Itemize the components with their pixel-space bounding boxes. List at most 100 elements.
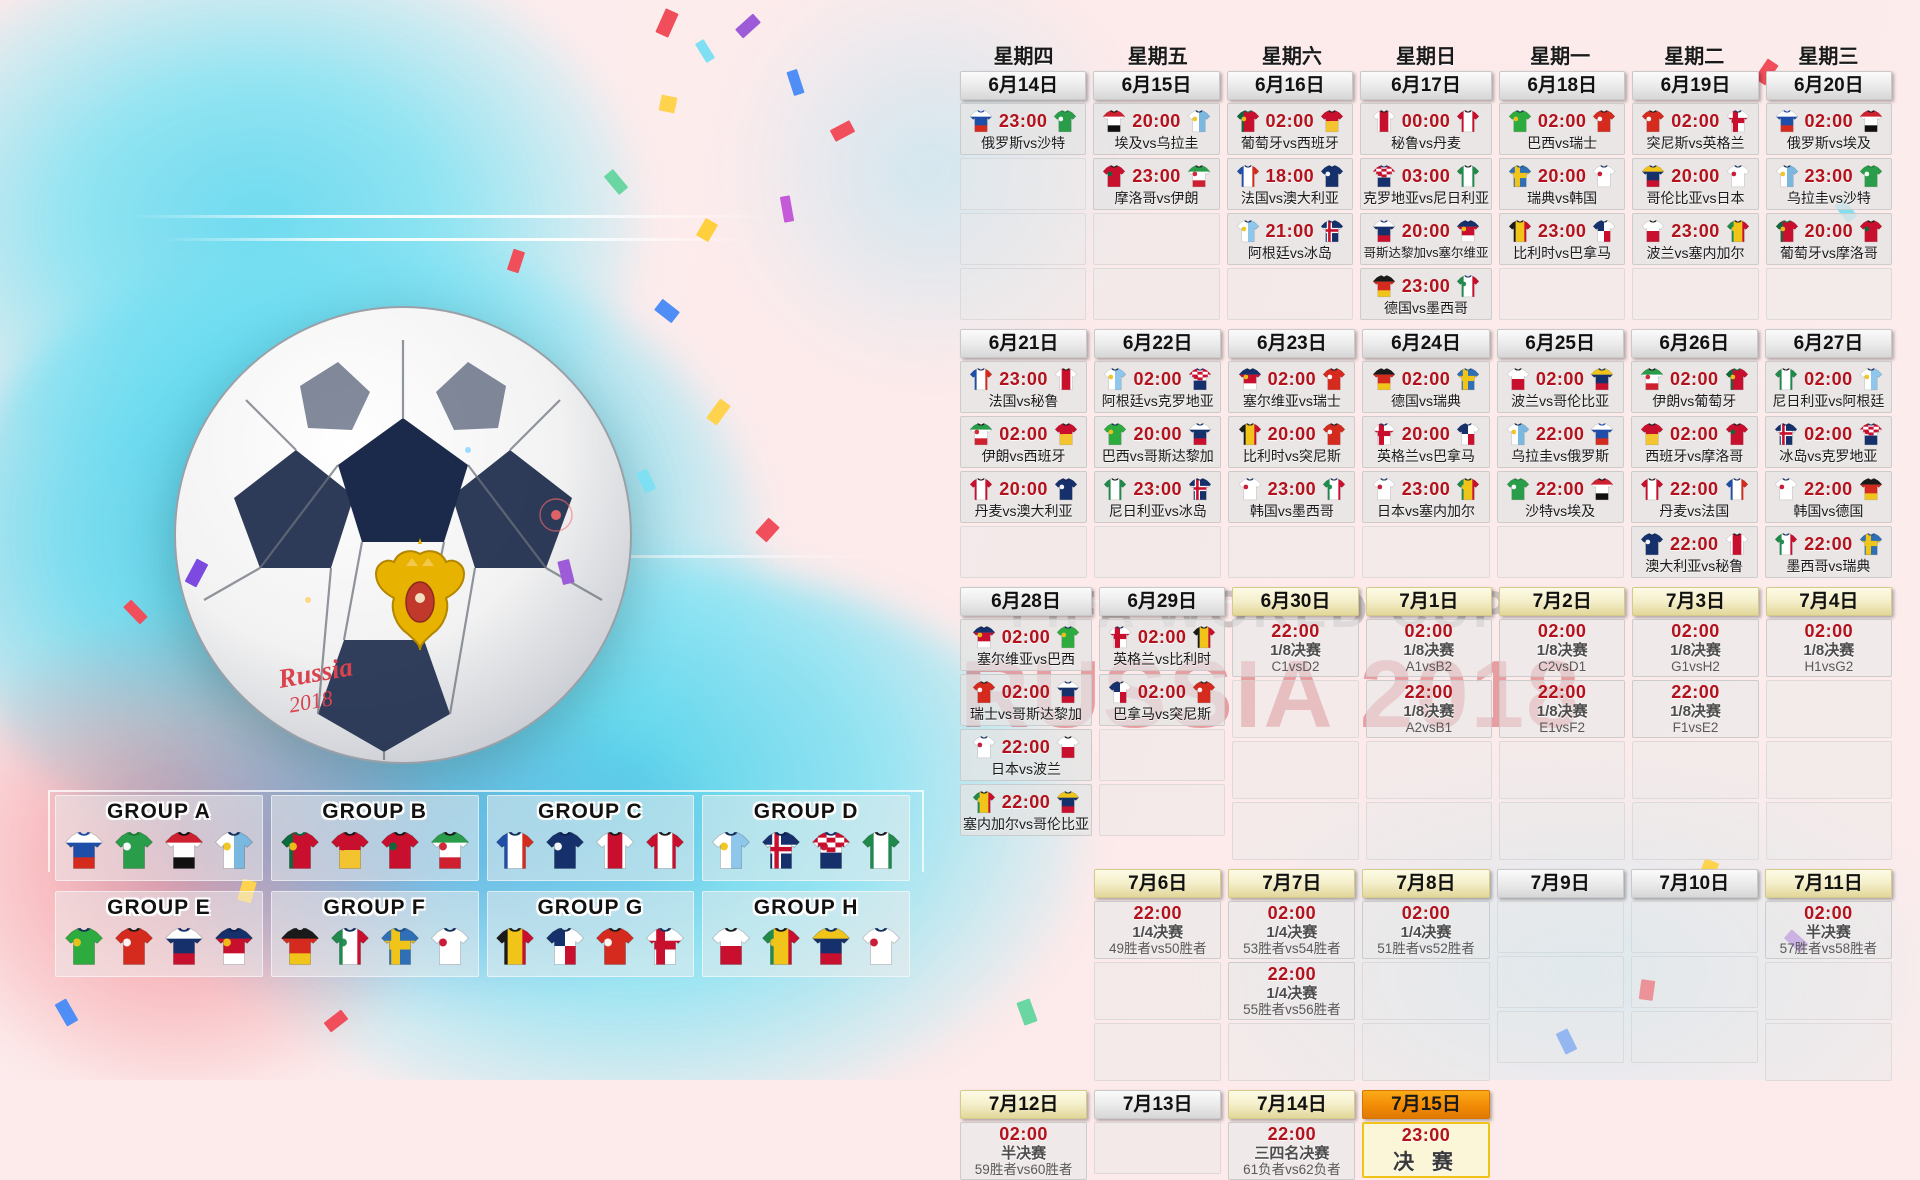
date-header[interactable]: 6月26日 bbox=[1630, 329, 1758, 358]
knockout-match-cell[interactable]: 22:00 1/8决赛 E1vsF2 bbox=[1499, 680, 1626, 738]
knockout-match-cell[interactable]: 22:00 1/8决赛 A2vsB1 bbox=[1365, 680, 1492, 738]
group-match-cell[interactable]: 20:00 葡萄牙vs摩洛哥 bbox=[1765, 213, 1892, 265]
group-match-cell[interactable]: 02:00 伊朗vs葡萄牙 bbox=[1630, 361, 1758, 413]
group-match-cell[interactable]: 21:00 阿根廷vs冰岛 bbox=[1226, 213, 1353, 265]
group-match-cell[interactable]: 23:00 韩国vs墨西哥 bbox=[1228, 471, 1356, 523]
group-box-group-h[interactable]: GROUP H bbox=[702, 891, 910, 977]
group-match-cell[interactable]: 23:00 波兰vs塞内加尔 bbox=[1632, 213, 1759, 265]
group-match-cell[interactable]: 02:00 伊朗vs西班牙 bbox=[960, 416, 1088, 468]
group-box-group-e[interactable]: GROUP E bbox=[55, 891, 263, 977]
knockout-match-cell[interactable]: 22:00 三四名决赛 61负者vs62负者 bbox=[1228, 1122, 1356, 1180]
date-header[interactable]: 7月12日 bbox=[960, 1090, 1088, 1119]
date-header[interactable]: 6月18日 bbox=[1499, 71, 1626, 100]
group-match-cell[interactable]: 22:00 塞内加尔vs哥伦比亚 bbox=[960, 784, 1092, 836]
group-match-cell[interactable]: 02:00 尼日利亚vs阿根廷 bbox=[1764, 361, 1892, 413]
date-header[interactable]: 6月21日 bbox=[960, 329, 1088, 358]
group-match-cell[interactable]: 02:00 波兰vs哥伦比亚 bbox=[1496, 361, 1624, 413]
group-match-cell[interactable]: 23:00 俄罗斯vs沙特 bbox=[960, 103, 1087, 155]
date-header[interactable]: 6月16日 bbox=[1226, 71, 1353, 100]
date-header[interactable]: 7月15日 bbox=[1362, 1090, 1490, 1119]
date-header[interactable]: 6月14日 bbox=[960, 71, 1087, 100]
date-header[interactable]: 6月29日 bbox=[1099, 587, 1226, 616]
group-box-group-g[interactable]: GROUP G bbox=[486, 891, 695, 977]
knockout-match-cell[interactable]: 02:00 1/8决赛 A1vsB2 bbox=[1365, 619, 1492, 677]
group-match-cell[interactable]: 02:00 塞尔维亚vs巴西 bbox=[960, 619, 1092, 671]
group-box-group-c[interactable]: GROUP C bbox=[486, 795, 695, 881]
knockout-match-cell[interactable]: 02:00 半决赛 57胜者vs58胜者 bbox=[1764, 901, 1892, 959]
group-box-group-d[interactable]: GROUP D bbox=[702, 795, 910, 881]
group-match-cell[interactable]: 23:00 摩洛哥vs伊朗 bbox=[1093, 158, 1220, 210]
group-match-cell[interactable]: 02:00 巴西vs瑞士 bbox=[1499, 103, 1626, 155]
group-box-group-f[interactable]: GROUP F bbox=[270, 891, 479, 977]
group-match-cell[interactable]: 02:00 瑞士vs哥斯达黎加 bbox=[960, 674, 1092, 726]
date-header[interactable]: 6月17日 bbox=[1360, 71, 1492, 100]
group-match-cell[interactable]: 02:00 德国vs瑞典 bbox=[1362, 361, 1490, 413]
group-match-cell[interactable]: 22:00 韩国vs德国 bbox=[1764, 471, 1892, 523]
date-header[interactable]: 7月6日 bbox=[1094, 869, 1222, 898]
group-match-cell[interactable]: 23:00 日本vs塞内加尔 bbox=[1362, 471, 1490, 523]
knockout-match-cell[interactable]: 02:00 1/4决赛 53胜者vs54胜者 bbox=[1228, 901, 1356, 959]
date-header[interactable]: 6月30日 bbox=[1232, 587, 1359, 616]
group-match-cell[interactable]: 02:00 塞尔维亚vs瑞士 bbox=[1228, 361, 1356, 413]
date-header[interactable]: 6月23日 bbox=[1228, 329, 1356, 358]
group-match-cell[interactable]: 23:00 尼日利亚vs冰岛 bbox=[1094, 471, 1222, 523]
group-match-cell[interactable]: 23:00 法国vs秘鲁 bbox=[960, 361, 1088, 413]
group-match-cell[interactable]: 00:00 秘鲁vs丹麦 bbox=[1360, 103, 1492, 155]
final-match-cell[interactable]: 23:00 决 赛 bbox=[1362, 1122, 1490, 1178]
date-header[interactable]: 7月9日 bbox=[1496, 869, 1624, 898]
knockout-match-cell[interactable]: 22:00 1/4决赛 55胜者vs56胜者 bbox=[1228, 962, 1356, 1020]
group-match-cell[interactable]: 02:00 葡萄牙vs西班牙 bbox=[1226, 103, 1353, 155]
group-match-cell[interactable]: 20:00 英格兰vs巴拿马 bbox=[1362, 416, 1490, 468]
group-match-cell[interactable]: 22:00 墨西哥vs瑞典 bbox=[1764, 526, 1892, 578]
date-header[interactable]: 6月25日 bbox=[1496, 329, 1624, 358]
group-match-cell[interactable]: 23:00 比利时vs巴拿马 bbox=[1499, 213, 1626, 265]
date-header[interactable]: 6月22日 bbox=[1094, 329, 1222, 358]
date-header[interactable]: 7月3日 bbox=[1632, 587, 1759, 616]
group-match-cell[interactable]: 20:00 丹麦vs澳大利亚 bbox=[960, 471, 1088, 523]
group-box-group-a[interactable]: GROUP A bbox=[55, 795, 263, 881]
date-header[interactable]: 7月11日 bbox=[1764, 869, 1892, 898]
date-header[interactable]: 7月7日 bbox=[1228, 869, 1356, 898]
knockout-match-cell[interactable]: 22:00 1/8决赛 C1vsD2 bbox=[1232, 619, 1359, 677]
group-match-cell[interactable]: 20:00 哥伦比亚vs日本 bbox=[1632, 158, 1759, 210]
knockout-match-cell[interactable]: 02:00 1/8决赛 G1vsH2 bbox=[1632, 619, 1759, 677]
date-header[interactable]: 7月4日 bbox=[1765, 587, 1892, 616]
date-header[interactable]: 7月14日 bbox=[1228, 1090, 1356, 1119]
group-match-cell[interactable]: 02:00 阿根廷vs克罗地亚 bbox=[1094, 361, 1222, 413]
group-match-cell[interactable]: 02:00 西班牙vs摩洛哥 bbox=[1630, 416, 1758, 468]
group-match-cell[interactable]: 22:00 日本vs波兰 bbox=[960, 729, 1092, 781]
date-header[interactable]: 6月20日 bbox=[1765, 71, 1892, 100]
date-header[interactable]: 6月27日 bbox=[1764, 329, 1892, 358]
group-match-cell[interactable]: 02:00 巴拿马vs突尼斯 bbox=[1099, 674, 1226, 726]
group-match-cell[interactable]: 03:00 克罗地亚vs尼日利亚 bbox=[1360, 158, 1492, 210]
group-match-cell[interactable]: 20:00 巴西vs哥斯达黎加 bbox=[1094, 416, 1222, 468]
date-header[interactable]: 7月8日 bbox=[1362, 869, 1490, 898]
knockout-match-cell[interactable]: 22:00 1/8决赛 F1vsE2 bbox=[1632, 680, 1759, 738]
date-header[interactable]: 6月15日 bbox=[1093, 71, 1220, 100]
group-match-cell[interactable]: 18:00 法国vs澳大利亚 bbox=[1226, 158, 1353, 210]
group-match-cell[interactable]: 22:00 丹麦vs法国 bbox=[1630, 471, 1758, 523]
group-match-cell[interactable]: 02:00 突尼斯vs英格兰 bbox=[1632, 103, 1759, 155]
group-box-group-b[interactable]: GROUP B bbox=[270, 795, 479, 881]
group-match-cell[interactable]: 20:00 埃及vs乌拉圭 bbox=[1093, 103, 1220, 155]
knockout-match-cell[interactable]: 02:00 半决赛 59胜者vs60胜者 bbox=[960, 1122, 1088, 1180]
group-match-cell[interactable]: 20:00 哥斯达黎加vs塞尔维亚 bbox=[1360, 213, 1492, 265]
date-header[interactable]: 7月10日 bbox=[1630, 869, 1758, 898]
group-match-cell[interactable]: 20:00 比利时vs突尼斯 bbox=[1228, 416, 1356, 468]
date-header[interactable]: 6月24日 bbox=[1362, 329, 1490, 358]
date-header[interactable]: 7月1日 bbox=[1365, 587, 1492, 616]
date-header[interactable]: 7月13日 bbox=[1094, 1090, 1222, 1119]
group-match-cell[interactable]: 20:00 瑞典vs韩国 bbox=[1499, 158, 1626, 210]
group-match-cell[interactable]: 22:00 澳大利亚vs秘鲁 bbox=[1630, 526, 1758, 578]
knockout-match-cell[interactable]: 02:00 1/8决赛 C2vsD1 bbox=[1499, 619, 1626, 677]
group-match-cell[interactable]: 23:00 乌拉圭vs沙特 bbox=[1765, 158, 1892, 210]
group-match-cell[interactable]: 02:00 俄罗斯vs埃及 bbox=[1765, 103, 1892, 155]
group-match-cell[interactable]: 22:00 沙特vs埃及 bbox=[1496, 471, 1624, 523]
group-match-cell[interactable]: 23:00 德国vs墨西哥 bbox=[1360, 268, 1492, 320]
group-match-cell[interactable]: 22:00 乌拉圭vs俄罗斯 bbox=[1496, 416, 1624, 468]
date-header[interactable]: 6月28日 bbox=[960, 587, 1092, 616]
knockout-match-cell[interactable]: 02:00 1/8决赛 H1vsG2 bbox=[1765, 619, 1892, 677]
knockout-match-cell[interactable]: 02:00 1/4决赛 51胜者vs52胜者 bbox=[1362, 901, 1490, 959]
knockout-match-cell[interactable]: 22:00 1/4决赛 49胜者vs50胜者 bbox=[1094, 901, 1222, 959]
group-match-cell[interactable]: 02:00 冰岛vs克罗地亚 bbox=[1764, 416, 1892, 468]
